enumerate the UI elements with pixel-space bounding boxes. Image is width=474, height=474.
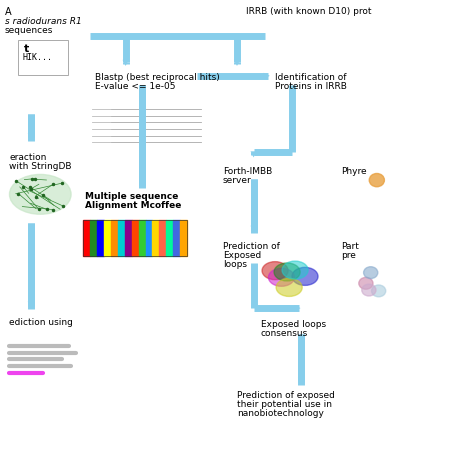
Text: t: t	[24, 44, 29, 54]
Text: Multiple sequence: Multiple sequence	[85, 192, 179, 201]
Bar	[118, 220, 125, 256]
FancyBboxPatch shape	[18, 40, 68, 75]
Bar	[132, 220, 138, 256]
Text: Exposed: Exposed	[223, 251, 261, 260]
Text: E-value <= 1e-05: E-value <= 1e-05	[95, 82, 175, 91]
Text: nanobiotechnology: nanobiotechnology	[237, 409, 324, 418]
Text: pre: pre	[341, 251, 356, 260]
Text: Prediction of: Prediction of	[223, 242, 280, 251]
Text: consensus: consensus	[261, 329, 308, 338]
Bar	[83, 220, 187, 256]
Text: server: server	[223, 176, 252, 185]
Bar	[159, 220, 166, 256]
Bar	[104, 220, 111, 256]
Ellipse shape	[292, 267, 318, 285]
Text: sequences: sequences	[5, 26, 53, 35]
Bar	[166, 220, 173, 256]
Text: Part: Part	[341, 242, 359, 251]
Text: Phyre: Phyre	[341, 167, 367, 176]
Bar	[83, 220, 90, 256]
Bar	[138, 220, 146, 256]
Text: Identification of: Identification of	[275, 73, 346, 82]
Bar	[90, 220, 97, 256]
Ellipse shape	[364, 267, 378, 279]
Ellipse shape	[274, 263, 300, 281]
Bar	[125, 220, 132, 256]
Text: HIK...: HIK...	[23, 53, 53, 62]
Text: with StringDB: with StringDB	[9, 162, 72, 171]
Text: Blastp (best reciprocal hits): Blastp (best reciprocal hits)	[95, 73, 219, 82]
Text: their potential use in: their potential use in	[237, 400, 332, 409]
Text: Forth-IMBB: Forth-IMBB	[223, 167, 272, 176]
Ellipse shape	[372, 285, 386, 297]
Text: IRRB (with known D10) prot: IRRB (with known D10) prot	[246, 7, 372, 16]
Bar	[97, 220, 104, 256]
Text: s radiodurans R1: s radiodurans R1	[5, 17, 82, 26]
Text: Prediction of exposed: Prediction of exposed	[237, 391, 335, 400]
Text: A: A	[5, 7, 11, 17]
Ellipse shape	[359, 277, 373, 289]
Bar	[111, 220, 118, 256]
Text: Proteins in IRRB: Proteins in IRRB	[275, 82, 347, 91]
Ellipse shape	[262, 262, 288, 280]
Bar	[153, 220, 159, 256]
Bar	[180, 220, 187, 256]
Ellipse shape	[369, 173, 384, 187]
Ellipse shape	[268, 268, 294, 286]
Ellipse shape	[362, 284, 376, 296]
Text: Alignment Mcoffee: Alignment Mcoffee	[85, 201, 182, 210]
Text: Exposed loops: Exposed loops	[261, 320, 326, 329]
Bar	[173, 220, 180, 256]
Text: eraction: eraction	[9, 153, 47, 162]
Bar	[146, 220, 153, 256]
Ellipse shape	[282, 261, 308, 279]
Ellipse shape	[9, 174, 71, 214]
Text: loops: loops	[223, 260, 247, 269]
Text: ediction using: ediction using	[9, 318, 73, 327]
Ellipse shape	[276, 278, 302, 296]
